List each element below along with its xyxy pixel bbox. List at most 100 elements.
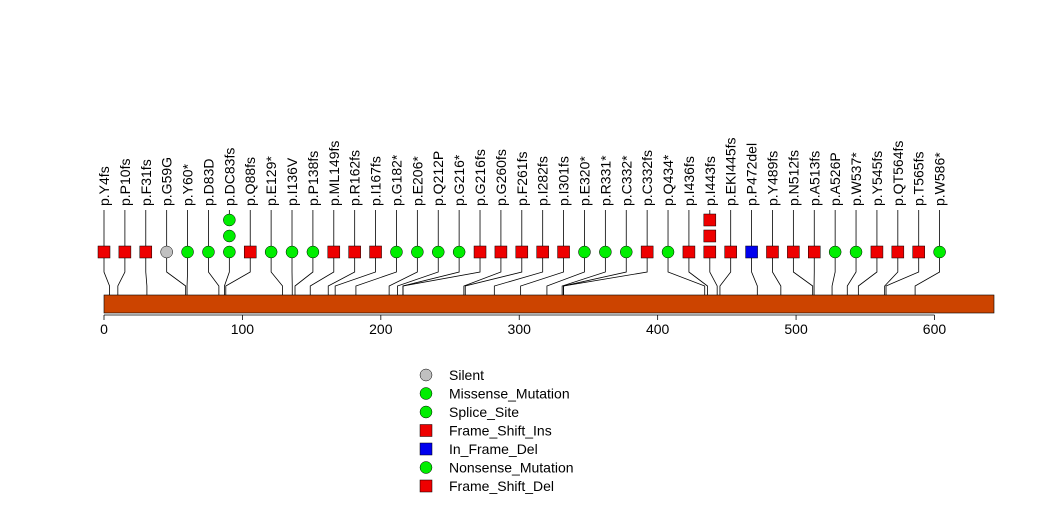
mutation-label: p.Y545fs — [869, 151, 885, 206]
mutation-label: p.EKI445fs — [723, 138, 739, 207]
legend-label: Frame_Shift_Ins — [449, 423, 552, 439]
mutation-marker-square — [703, 245, 717, 259]
mutation-marker-circle — [828, 245, 842, 259]
connector-line — [667, 252, 706, 295]
connector-line — [327, 252, 356, 295]
mutation-marker-circle — [285, 245, 299, 259]
mutation-marker-square — [97, 245, 111, 259]
mutation-label: p.G182* — [388, 154, 404, 206]
connector-line — [688, 252, 708, 295]
mutation-label: p.P472del — [744, 143, 760, 206]
connector-line — [186, 252, 188, 295]
mutation-label: p.Q212P — [430, 151, 446, 206]
connector-line — [397, 252, 439, 295]
protein-bar — [103, 294, 995, 314]
mutation-marker-circle — [620, 245, 633, 259]
x-axis: 0 100 200 300 400 500 600 — [100, 314, 947, 337]
mutation-marker-square — [348, 245, 361, 259]
mutation-label: p.I282fs — [535, 156, 551, 206]
mutation-marker-circle — [411, 245, 424, 259]
mutation-marker-circle — [390, 245, 403, 259]
mutation-marker-circle — [223, 229, 236, 243]
legend-label: Splice_Site — [449, 404, 519, 420]
mutation-label: p.I301fs — [556, 156, 572, 206]
connector-line — [563, 252, 648, 295]
x-tick-label: 600 — [923, 321, 947, 337]
mutation-marker-circle — [160, 245, 173, 259]
connector-line — [831, 252, 836, 295]
mutation-label: p.F31fs — [138, 159, 154, 206]
mutation-marker-circle — [849, 245, 863, 259]
mutation-label: p.R162fs — [347, 150, 363, 206]
connector-line — [103, 252, 110, 295]
mutation-label: p.E206* — [409, 156, 425, 206]
connector-line — [166, 252, 187, 295]
mutation-label: p.N512fs — [785, 150, 801, 206]
mutation-label: p.A513fs — [806, 151, 822, 206]
mutation-marker-circle — [661, 245, 675, 259]
connector-line — [772, 252, 782, 295]
mutation-marker-circle — [223, 245, 236, 259]
mutation-label: p.Y489fs — [764, 151, 780, 206]
mutation-label: p.E129* — [263, 156, 279, 206]
legend-swatch-square — [419, 424, 433, 437]
x-tick-label: 200 — [369, 321, 393, 337]
legend-label: Silent — [449, 367, 484, 383]
legend-swatch-circle — [419, 368, 433, 382]
mutation-marker-square — [703, 229, 717, 243]
mutation-label: p.I136V — [284, 157, 300, 206]
x-tick-label: 0 — [100, 321, 108, 337]
connector-line — [857, 252, 878, 295]
connector-line — [145, 252, 148, 295]
legend-swatch-square — [419, 442, 433, 456]
mutation-label: p.C332* — [618, 155, 634, 206]
mutation-label: p.P10fs — [117, 159, 133, 206]
mutation-label: p.I443fs — [702, 156, 718, 206]
mutation-label: p.W586* — [932, 152, 948, 206]
mutation-marker-circle — [223, 213, 236, 227]
connector-line — [294, 252, 314, 295]
connector-line — [402, 252, 460, 295]
legend-label: Nonsense_Mutation — [449, 460, 574, 476]
legend: Silent Missense_Mutation Splice_Site Frame_… — [419, 367, 574, 494]
mutation-marker-square — [912, 245, 925, 259]
connector-line — [225, 252, 251, 295]
x-tick-label: 500 — [784, 321, 808, 337]
connector-line — [334, 252, 376, 295]
connector-line — [751, 252, 758, 295]
connector-line — [709, 252, 718, 295]
mutation-marker-square — [557, 245, 570, 259]
mutation-label: p.Q434* — [660, 154, 676, 206]
mutation-marker-square — [682, 245, 696, 259]
connector-line — [270, 252, 283, 295]
mutation-marker-circle — [202, 245, 215, 259]
connector-line — [846, 252, 857, 295]
mutation-marker-square — [536, 245, 549, 259]
connector-line — [561, 252, 606, 295]
x-tick-label: 300 — [508, 321, 532, 337]
legend-label: Frame_Shift_Del — [449, 478, 554, 494]
connector-line — [464, 252, 523, 295]
mutation-label: p.E320* — [576, 156, 592, 206]
mutation-marker-square — [808, 245, 821, 259]
mutation-marker-square — [243, 245, 257, 259]
connector-line — [885, 252, 920, 295]
connector-line — [388, 252, 418, 295]
mutation-marker-square — [118, 245, 132, 259]
mutation-label: p.R331* — [597, 155, 613, 206]
x-tick-label: 100 — [231, 321, 255, 337]
mutation-marker-circle — [933, 245, 946, 259]
connector-line — [208, 252, 220, 295]
mutation-label: p.T565fs — [911, 152, 927, 206]
connector-line — [914, 252, 940, 295]
legend-swatch-square — [419, 479, 433, 493]
mutation-marker-circle — [306, 245, 320, 259]
connector-line — [884, 252, 899, 295]
connector-line — [563, 252, 627, 295]
mutation-marker-square — [369, 245, 382, 259]
mutation-marker-square — [870, 245, 884, 259]
mutation-label: p.D83D — [200, 159, 216, 206]
mutation-label: p.Q88fs — [242, 157, 258, 206]
legend-swatch-circle — [419, 387, 433, 400]
